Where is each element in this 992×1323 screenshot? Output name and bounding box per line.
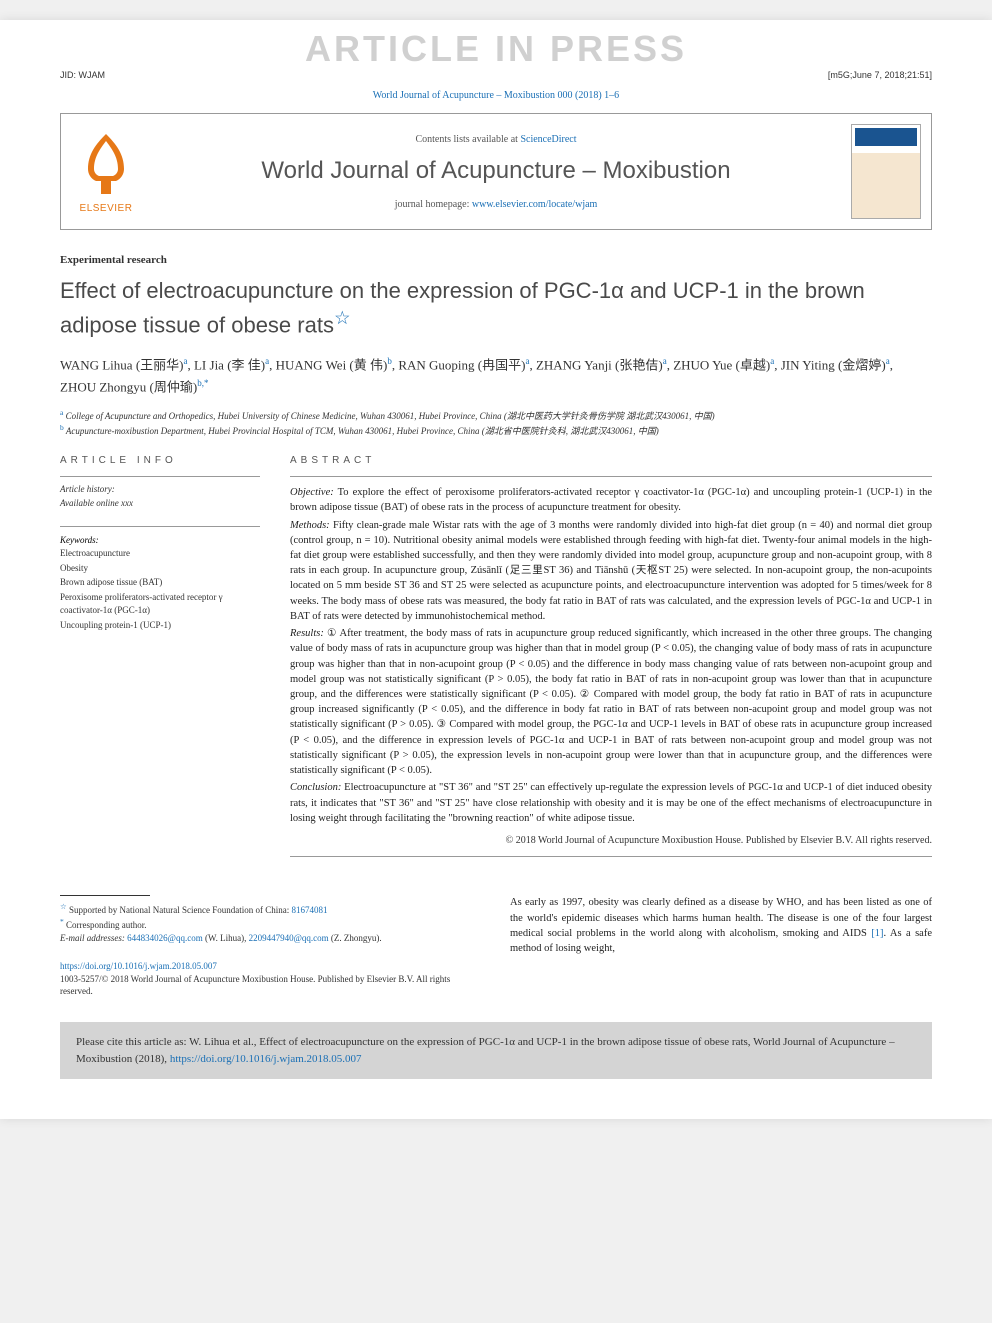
keyword: Peroxisome proliferators-activated recep… [60, 591, 260, 618]
methods-text: Fifty clean-grade male Wistar rats with … [290, 520, 932, 622]
keyword: Brown adipose tissue (BAT) [60, 576, 260, 590]
abstract-text: Objective: To explore the effect of pero… [290, 476, 932, 848]
divider [290, 856, 932, 857]
corresponding-text: Corresponding author. [66, 920, 147, 930]
footnotes-column: ☆ Supported by National Natural Science … [60, 895, 480, 998]
journal-cover [841, 114, 931, 229]
footnote-rule [60, 895, 150, 896]
funding-text: Supported by National Natural Science Fo… [69, 905, 291, 915]
cite-doi-link[interactable]: https://doi.org/10.1016/j.wjam.2018.05.0… [170, 1053, 362, 1065]
abstract-head: ABSTRACT [290, 455, 932, 466]
funding-marker: ☆ [60, 902, 67, 911]
sciencedirect-link[interactable]: ScienceDirect [520, 134, 576, 145]
title-text: Effect of electroacupuncture on the expr… [60, 278, 865, 337]
issn-text: 1003-5257/© 2018 World Journal of Acupun… [60, 974, 450, 997]
email-label: E-mail addresses: [60, 933, 125, 943]
journal-header: ELSEVIER Contents lists available at Sci… [60, 113, 932, 230]
intro-column: As early as 1997, obesity was clearly de… [510, 895, 932, 998]
jid-label: JID: WJAM [60, 70, 105, 80]
results-text: ① After treatment, the body mass of rats… [290, 628, 932, 776]
keyword: Uncoupling protein-1 (UCP-1) [60, 619, 260, 633]
abstract-copyright: © 2018 World Journal of Acupuncture Moxi… [290, 834, 932, 849]
keywords-list: ElectroacupunctureObesityBrown adipose t… [60, 547, 260, 632]
corresponding-footnote: * Corresponding author. [60, 917, 480, 932]
article-info-head: ARTICLE INFO [60, 455, 260, 466]
objective-text: To explore the effect of peroxisome prol… [290, 487, 932, 513]
cite-box: Please cite this article as: W. Lihua et… [60, 1022, 932, 1079]
email1-link[interactable]: 644834026@qq.com [127, 933, 203, 943]
keywords-label: Keywords: [60, 535, 260, 545]
article-history: Article history: Available online xxx [60, 476, 260, 510]
body-columns: ☆ Supported by National Natural Science … [60, 895, 932, 998]
title-footnote-marker: ☆ [334, 307, 350, 328]
homepage-line: journal homepage: www.elsevier.com/locat… [163, 199, 829, 210]
email1-name: (W. Lihua), [205, 933, 246, 943]
contents-prefix: Contents lists available at [415, 134, 520, 145]
affiliation: b Acupuncture-moxibustion Department, Hu… [60, 423, 932, 438]
history-label: Article history: [60, 483, 260, 497]
history-text: Available online xxx [60, 498, 133, 508]
journal-center: Contents lists available at ScienceDirec… [151, 114, 841, 229]
intro-paragraph: As early as 1997, obesity was clearly de… [510, 897, 932, 954]
funding-footnote: ☆ Supported by National Natural Science … [60, 902, 480, 917]
elsevier-tree-icon [76, 129, 136, 199]
doi-link[interactable]: https://doi.org/10.1016/j.wjam.2018.05.0… [60, 961, 217, 971]
email2-link[interactable]: 2209447940@qq.com [249, 933, 329, 943]
methods-label: Methods: [290, 520, 330, 531]
stamp-label: [m5G;June 7, 2018;21:51] [828, 70, 932, 80]
funding-link[interactable]: 81674081 [291, 905, 327, 915]
divider [60, 526, 260, 527]
watermark-text: ARTICLE IN PRESS [0, 20, 992, 70]
elsevier-label: ELSEVIER [80, 203, 133, 214]
info-abstract-row: ARTICLE INFO Article history: Available … [60, 455, 932, 865]
authors: WANG Lihua (王丽华)a, LI Jia (李 佳)a, HUANG … [60, 354, 932, 398]
article-info-column: ARTICLE INFO Article history: Available … [60, 455, 260, 865]
affiliations: a College of Acupuncture and Orthopedics… [60, 408, 932, 437]
email2-name: (Z. Zhongyu). [331, 933, 382, 943]
results-label: Results: [290, 628, 324, 639]
affiliation: a College of Acupuncture and Orthopedics… [60, 408, 932, 423]
abstract-column: ABSTRACT Objective: To explore the effec… [290, 455, 932, 865]
objective-label: Objective: [290, 487, 334, 498]
homepage-link[interactable]: www.elsevier.com/locate/wjam [472, 199, 597, 210]
corresponding-marker: * [60, 917, 64, 926]
keyword: Obesity [60, 562, 260, 576]
homepage-prefix: journal homepage: [395, 199, 472, 210]
journal-name: World Journal of Acupuncture – Moxibusti… [163, 157, 829, 185]
article-title: Effect of electroacupuncture on the expr… [60, 276, 932, 340]
contents-line: Contents lists available at ScienceDirec… [163, 134, 829, 145]
conclusion-label: Conclusion: [290, 782, 341, 793]
conclusion-text: Electroacupuncture at "ST 36" and "ST 25… [290, 782, 932, 823]
cover-thumbnail [851, 124, 921, 219]
email-footnote: E-mail addresses: 644834026@qq.com (W. L… [60, 932, 480, 945]
article-body: Experimental research Effect of electroa… [0, 254, 992, 998]
citation-header: World Journal of Acupuncture – Moxibusti… [0, 84, 992, 113]
keyword: Electroacupuncture [60, 547, 260, 561]
doi-block: https://doi.org/10.1016/j.wjam.2018.05.0… [60, 960, 480, 998]
article-type: Experimental research [60, 254, 932, 266]
elsevier-logo: ELSEVIER [61, 114, 151, 229]
ref-link[interactable]: [1] [871, 928, 883, 939]
page: ARTICLE IN PRESS JID: WJAM [m5G;June 7, … [0, 20, 992, 1119]
